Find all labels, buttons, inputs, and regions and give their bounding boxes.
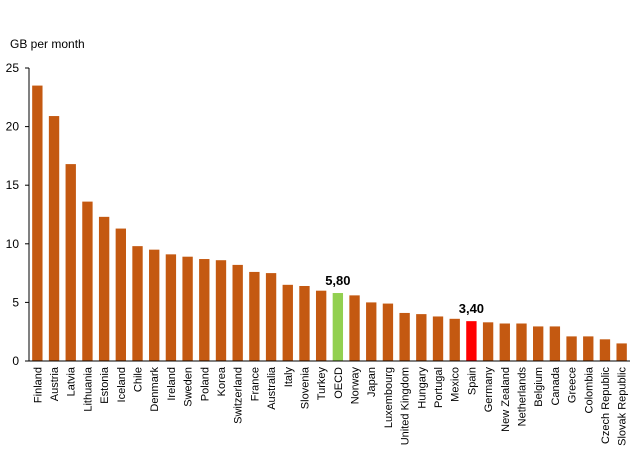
x-tick-label: Mexico [450, 367, 462, 402]
x-tick-label: Sweden [183, 367, 195, 407]
x-tick-label: Italy [283, 367, 295, 388]
x-tick-label: Chile [133, 367, 145, 392]
bar-sweden [182, 256, 193, 361]
bar-netherlands [516, 323, 527, 361]
x-axis-labels: Finland Austria Latvia Lithuania Estonia Icel… [32, 366, 628, 446]
bar-france [249, 271, 260, 361]
bar-italy [282, 284, 293, 361]
bar-spain [466, 321, 477, 361]
x-tick-label: Ireland [166, 367, 178, 401]
y-tick-label: 25 [6, 61, 20, 75]
x-tick-label: Slovak Republic [617, 367, 629, 446]
bar-chile [132, 246, 143, 361]
x-tick-label: Czech Republic [600, 367, 612, 445]
x-tick-label: Germany [483, 367, 495, 413]
x-tick-label: Colombia [583, 366, 595, 413]
bar-iceland [115, 228, 126, 361]
data-labels: 5,80 3,40 [325, 273, 484, 316]
bar-hungary [416, 314, 427, 361]
bar-slovenia [299, 285, 310, 361]
y-tick-label: 5 [12, 295, 19, 309]
bar-turkey [315, 290, 327, 361]
x-tick-label: Australia [266, 366, 278, 410]
y-tick-label: 10 [6, 237, 20, 251]
x-tick-label: New Zealand [500, 367, 512, 432]
x-tick-label: OECD [333, 367, 345, 399]
bar-mexico [449, 318, 460, 361]
bars [32, 85, 627, 361]
bar-canada [549, 326, 561, 361]
y-axis-ticks: 0 5 10 15 20 25 [6, 61, 29, 368]
bar-denmark [149, 249, 160, 361]
x-tick-label: Poland [199, 367, 211, 401]
x-tick-label: Korea [216, 366, 228, 396]
x-tick-label: Belgium [533, 367, 545, 407]
x-tick-label: Spain [466, 367, 478, 395]
x-tick-label: Estonia [99, 366, 111, 404]
bar-australia [265, 273, 277, 361]
x-tick-label: France [249, 367, 261, 401]
x-tick-label: Switzerland [233, 367, 245, 424]
x-tick-label: Netherlands [516, 367, 528, 427]
data-label-oecd: 5,80 [325, 273, 350, 288]
x-tick-label: Finland [32, 367, 44, 403]
bar-switzerland [232, 264, 243, 361]
bar-oecd [332, 293, 344, 361]
bar-korea [215, 260, 227, 361]
x-tick-label: Japan [366, 367, 378, 397]
bar-poland [199, 259, 210, 361]
bar-united-kingdom [399, 312, 410, 361]
x-tick-label: Austria [49, 366, 61, 401]
x-tick-label: Norway [350, 367, 362, 405]
x-tick-label: Turkey [316, 367, 328, 401]
x-tick-label: United Kingdom [400, 367, 412, 445]
bar-luxembourg [382, 303, 394, 361]
bar-japan [366, 302, 377, 361]
bar-greece [566, 336, 577, 361]
x-tick-label: Denmark [149, 367, 161, 412]
data-label-spain: 3,40 [459, 301, 484, 316]
x-tick-label: Lithuania [82, 366, 94, 412]
x-tick-label: Canada [550, 366, 562, 405]
x-tick-label: Greece [567, 367, 579, 403]
y-tick-label: 15 [6, 178, 20, 192]
y-axis-label: GB per month [10, 37, 85, 51]
bar-czech-republic [599, 339, 611, 361]
bar-ireland [165, 254, 177, 361]
bar-belgium [533, 326, 544, 361]
bar-colombia [583, 336, 594, 361]
bar-portugal [432, 316, 444, 361]
bar-latvia [65, 164, 76, 361]
x-tick-label: Iceland [116, 367, 128, 402]
x-tick-label: Portugal [433, 367, 445, 408]
x-tick-label: Slovenia [299, 366, 311, 409]
bar-estonia [98, 216, 110, 361]
y-tick-label: 0 [12, 354, 19, 368]
bar-slovak-republic [616, 343, 627, 361]
x-tick-label: Latvia [66, 366, 78, 396]
bar-norway [349, 295, 360, 361]
x-tick-label: Luxembourg [383, 367, 395, 428]
bar-germany [482, 322, 494, 361]
bar-new-zealand [499, 323, 510, 361]
x-tick-label: Hungary [416, 367, 428, 409]
bar-austria [48, 116, 60, 361]
bar-lithuania [82, 201, 93, 361]
bar-finland [32, 85, 43, 361]
y-tick-label: 20 [6, 120, 20, 134]
